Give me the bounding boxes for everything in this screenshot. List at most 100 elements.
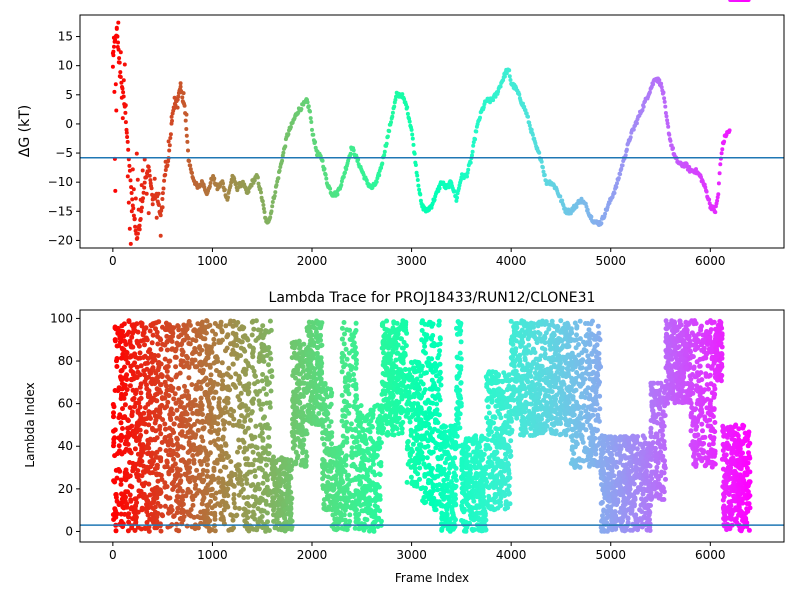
- data-point: [170, 385, 176, 391]
- data-point: [212, 528, 218, 534]
- data-point: [230, 330, 236, 336]
- data-point: [395, 374, 401, 380]
- data-point: [452, 501, 458, 506]
- data-point: [318, 337, 323, 343]
- data-point: [313, 140, 318, 144]
- data-point: [454, 388, 460, 394]
- data-point: [135, 236, 140, 240]
- data-point: [341, 320, 347, 325]
- data-point: [418, 192, 423, 197]
- data-point: [204, 468, 210, 474]
- data-point: [618, 172, 623, 177]
- data-point: [359, 495, 365, 501]
- data-point: [324, 487, 330, 493]
- data-point: [240, 437, 246, 443]
- data-point: [112, 479, 118, 485]
- data-point: [356, 451, 362, 456]
- data-point: [346, 490, 352, 496]
- data-point: [160, 197, 165, 201]
- data-point: [114, 25, 119, 30]
- data-point: [271, 495, 277, 501]
- data-point: [390, 361, 396, 367]
- data-point: [146, 165, 151, 169]
- data-point: [393, 97, 398, 102]
- data-point: [305, 388, 311, 394]
- data-point: [663, 111, 668, 115]
- data-point: [267, 318, 273, 324]
- data-point: [123, 489, 129, 495]
- data-point: [311, 388, 317, 394]
- data-point: [328, 393, 334, 399]
- y-tick-label: −5: [55, 146, 73, 160]
- data-point: [128, 354, 134, 360]
- data-point: [220, 486, 226, 492]
- data-point: [114, 356, 120, 361]
- data-point: [299, 432, 305, 438]
- data-point: [167, 143, 172, 148]
- data-point: [202, 488, 208, 494]
- data-point: [233, 384, 239, 390]
- data-point: [373, 486, 379, 492]
- y-tick-label: −15: [48, 204, 73, 218]
- data-point: [155, 341, 161, 347]
- data-point: [147, 173, 152, 178]
- data-point: [127, 405, 133, 411]
- data-point: [340, 433, 346, 439]
- data-point: [348, 478, 353, 484]
- data-point: [167, 358, 173, 364]
- data-point: [355, 404, 361, 410]
- data-point: [283, 483, 288, 489]
- data-point: [148, 178, 153, 183]
- data-point: [574, 205, 579, 209]
- data-point: [443, 516, 449, 521]
- data-point: [119, 386, 125, 392]
- data-point: [133, 374, 139, 380]
- data-point: [116, 60, 121, 65]
- data-point: [122, 338, 128, 344]
- data-point: [194, 467, 200, 473]
- data-point: [421, 494, 427, 500]
- data-point: [220, 498, 226, 504]
- data-point: [320, 436, 325, 442]
- data-point: [150, 321, 156, 327]
- data-point: [458, 380, 464, 386]
- data-point: [131, 213, 136, 218]
- data-point: [178, 400, 184, 406]
- data-point: [290, 445, 296, 451]
- data-point: [219, 448, 225, 454]
- data-point: [128, 241, 133, 246]
- data-point: [154, 391, 160, 397]
- data-point: [184, 360, 190, 366]
- data-point: [507, 74, 512, 79]
- data-point: [223, 464, 229, 470]
- data-point: [371, 461, 376, 467]
- data-point: [153, 428, 159, 434]
- data-point: [350, 500, 355, 505]
- data-point: [161, 186, 166, 191]
- data-point: [195, 427, 201, 433]
- data-point: [452, 189, 457, 194]
- data-point: [315, 418, 321, 424]
- data-point: [319, 342, 325, 348]
- data-point: [420, 381, 426, 387]
- data-point: [665, 121, 670, 126]
- data-point: [138, 390, 144, 396]
- data-point: [172, 95, 177, 100]
- data-point: [343, 346, 349, 352]
- data-point: [454, 433, 460, 439]
- data-point: [244, 407, 250, 413]
- data-point: [174, 372, 180, 378]
- data-point: [125, 139, 130, 144]
- data-point: [167, 415, 173, 421]
- data-point: [117, 74, 122, 79]
- data-point: [152, 504, 158, 510]
- data-point: [422, 500, 427, 506]
- data-point: [242, 418, 248, 424]
- data-point: [348, 421, 354, 427]
- data-point: [215, 421, 221, 427]
- data-point: [111, 414, 116, 420]
- data-point: [118, 518, 124, 524]
- data-point: [139, 183, 144, 188]
- data-point: [716, 181, 721, 186]
- data-point: [180, 349, 186, 355]
